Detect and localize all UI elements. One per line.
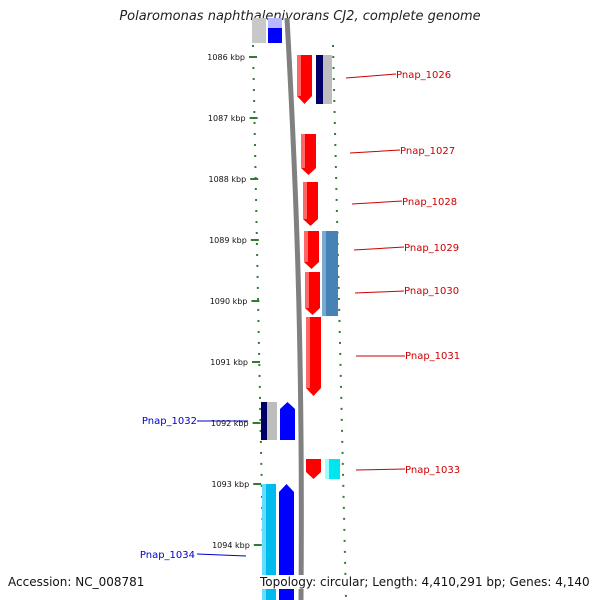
ruler-tick-label: 1086 kbp [207,53,245,62]
gene-pnap-1032[interactable] [261,402,295,440]
gene-pnap-1028[interactable] [303,182,318,226]
ruler-tick-label: 1091 kbp [210,358,248,367]
genome-title: Polaromonas naphthalenivorans CJ2, compl… [119,9,481,24]
gene-label-pnap-1032[interactable]: Pnap_1032 [142,416,197,427]
gene-label-pnap-1031[interactable]: Pnap_1031 [405,351,460,362]
gene-label-pnap-1033[interactable]: Pnap_1033 [405,465,460,476]
label-leaders [196,73,406,557]
partial-features-top [252,18,282,43]
ruler-tick-label: 1089 kbp [209,236,247,245]
gene-pnap-1030[interactable] [305,231,338,316]
ruler-tick-label: 1094 kbp [212,541,250,550]
gene-label-pnap-1030[interactable]: Pnap_1030 [404,286,459,297]
gene-pnap-1031[interactable] [306,317,321,396]
gene-label-pnap-1027[interactable]: Pnap_1027 [400,146,455,157]
gene-pnap-1034[interactable] [262,484,294,600]
ruler-tick-label: 1093 kbp [211,480,249,489]
gene-pnap-1033[interactable] [306,459,340,479]
gene-label-pnap-1034[interactable]: Pnap_1034 [140,550,195,561]
gene-pnap-1029[interactable] [304,231,319,269]
topology-label: Topology: circular; Length: 4,410,291 bp… [260,575,590,589]
gene-label-pnap-1028[interactable]: Pnap_1028 [402,197,457,208]
ruler-tick-label: 1092 kbp [211,419,249,428]
genome-backbone [284,17,304,600]
gene-pnap-1026[interactable] [297,55,332,104]
ruler-tick-label: 1090 kbp [210,297,248,306]
gene-pnap-1027[interactable] [301,134,316,175]
gene-label-pnap-1026[interactable]: Pnap_1026 [396,70,451,81]
accession-label: Accession: NC_008781 [8,575,145,589]
ruler-tick-label: 1088 kbp [208,175,246,184]
gene-label-pnap-1029[interactable]: Pnap_1029 [404,243,459,254]
ruler-tick-label: 1087 kbp [208,114,246,123]
ruler-ticks: 1086 kbp 1087 kbp 1088 kbp 1089 kbp 1090 kbp… [207,53,262,550]
